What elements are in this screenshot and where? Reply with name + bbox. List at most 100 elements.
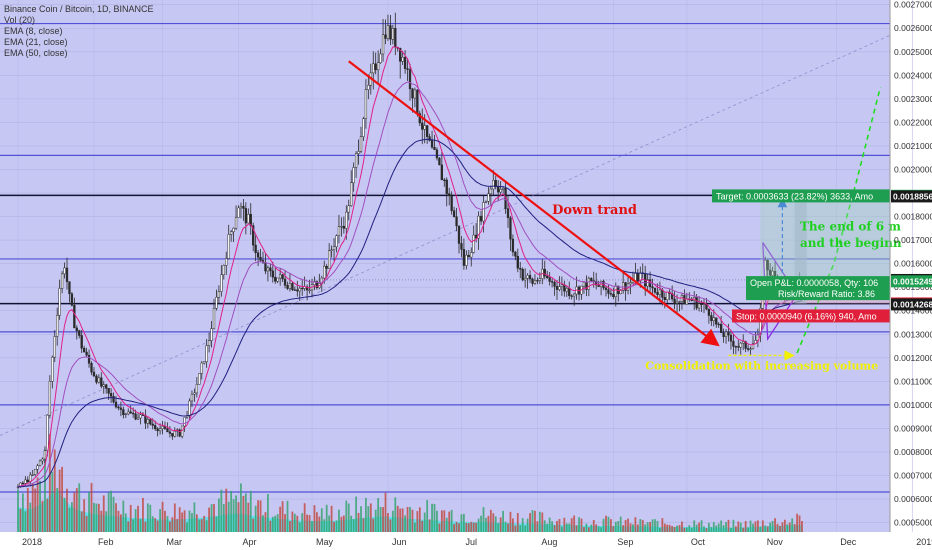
candle-body [401,57,404,62]
candle-body [281,274,284,280]
candle-body [41,458,44,462]
candle-body [565,288,568,292]
candle-body [100,377,103,387]
volume-bar [17,489,19,532]
candle-body [430,140,434,148]
candle-body [347,205,350,213]
volume-bar [195,514,198,532]
candle-body [614,285,617,297]
volume-bar [90,483,93,532]
legend-ema21[interactable]: EMA (21, close) [4,37,68,47]
candle-body [546,275,549,278]
volume-bar [504,521,507,532]
volume-bar [100,510,103,532]
candle-body [494,180,497,188]
volume-bar [289,521,291,532]
candle-body [203,361,206,364]
candle-body [207,340,211,346]
volume-bar [284,514,286,532]
candle-body [737,346,740,348]
volume-bar [97,503,100,532]
candle-body [328,250,331,269]
volume-bar [24,511,27,532]
candle-body [154,425,157,430]
volume-bar [225,488,228,532]
volume-bar [421,520,424,532]
y-tick-label: 0.0021000 [894,141,932,151]
candle-body [492,180,495,190]
volume-bar [470,521,473,532]
y-tick-label: 0.0012000 [894,353,932,363]
volume-bar [313,505,316,532]
candle-body [377,62,380,71]
candle-body [560,284,564,287]
volume-bar [58,469,61,532]
legend-volume[interactable]: Vol (20) [4,15,36,25]
volume-bar [298,522,301,532]
candle-body [685,298,689,305]
volume-bar [156,520,159,532]
candle-body [555,286,559,290]
volume-bar [649,522,651,532]
candle-body [739,342,742,348]
candle-body [53,336,56,358]
candle-body [379,53,382,63]
volume-bar [215,516,218,532]
volume-bar [641,519,644,532]
volume-bar [722,525,725,532]
volume-bar [433,504,436,532]
volume-bar [316,512,318,532]
volume-bar [754,521,757,532]
volume-bar [240,483,242,532]
candle-body [531,278,534,284]
volume-bar [418,507,421,532]
volume-bar [350,515,353,532]
candle-body [423,125,426,130]
volume-bar [93,502,95,532]
legend-ema8[interactable]: EMA (8, close) [4,26,63,36]
candle-body [712,317,715,322]
legend-ema50[interactable]: EMA (50, close) [4,48,68,58]
volume-bar [445,517,448,532]
volume-bar [671,525,674,532]
volume-bar [387,513,389,532]
candle-body [524,277,527,281]
downtrend-label: Down trand [552,203,637,218]
candle-body [205,345,208,362]
candle-body [136,417,140,420]
volume-bar [698,522,700,532]
stop-label: Stop: 0.0000940 (6.16%) 940, Amo [736,311,877,321]
candle-body [149,419,152,425]
volume-bar [786,524,789,532]
volume-bar [487,515,490,532]
volume-bar [186,522,188,532]
candle-body [254,244,257,254]
volume-bar [710,526,713,532]
candle-body [80,335,83,349]
open-pl-box [746,276,890,301]
volume-bar [237,502,240,532]
y-tick-label: 0.0017000 [894,235,932,245]
green-note-line1: The end of 6 m [800,220,901,234]
candle-body [720,323,723,333]
volume-bar [761,520,764,532]
volume-bar [242,495,245,532]
y-tick-label: 0.0010000 [894,400,932,410]
candle-body [506,208,510,219]
volume-bar [75,488,78,532]
candle-body [132,412,135,415]
volume-bar [747,527,749,532]
volume-bar [610,519,612,532]
candle-body [372,63,375,74]
volume-bar [739,522,742,532]
volume-bar [34,488,37,532]
green-note-line2: and the beginn [800,236,902,250]
candle-body [624,282,627,291]
candle-body [335,235,338,248]
candle-body [381,34,385,55]
volume-bar [436,510,438,532]
candle-body [651,286,654,289]
candle-body [516,255,519,269]
volume-bar [254,505,257,532]
